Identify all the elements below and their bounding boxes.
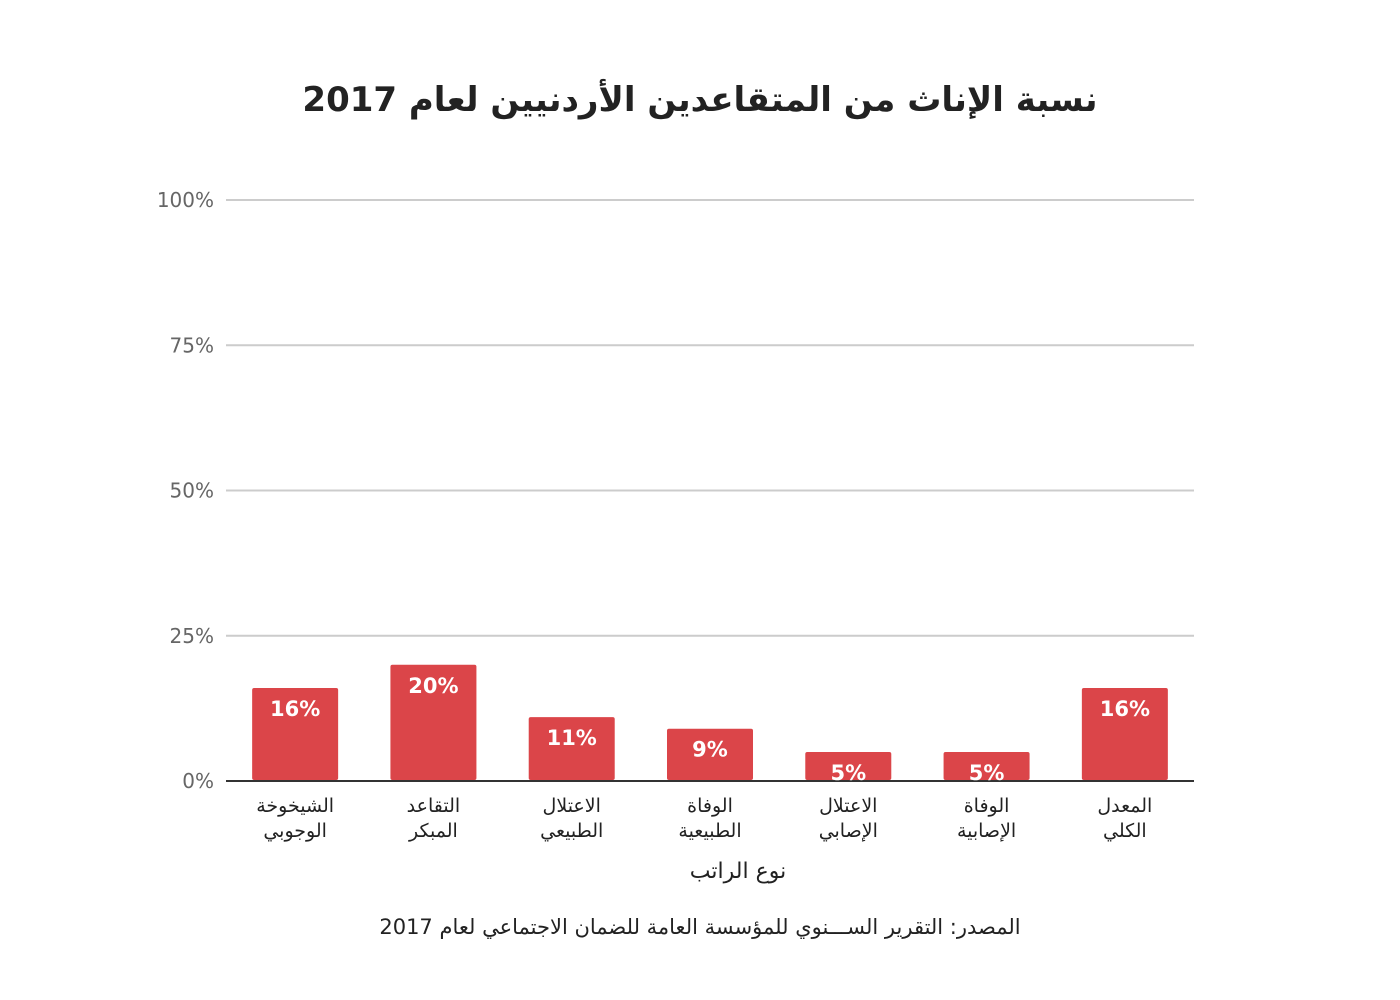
x-category-label: الاعتلال: [543, 795, 601, 817]
bar: [252, 688, 339, 780]
bar: [1081, 688, 1168, 780]
bar-data-label: 5%: [969, 761, 1005, 785]
bar-data-label: 11%: [547, 726, 597, 750]
x-category-label: الإصابي: [819, 820, 878, 842]
x-category-label: الشيخوخة: [256, 795, 334, 817]
y-tick-label: 25%: [170, 624, 214, 648]
x-category-label: الوفاة: [964, 795, 1010, 817]
x-category-label: التقاعد: [407, 795, 461, 817]
x-category-label: الوجوبي: [263, 820, 327, 842]
x-axis-title: نوع الراتب: [690, 859, 786, 884]
source-note: المصدر: التقرير الســـنوي للمؤسسة العامة…: [379, 915, 1021, 939]
bar-data-label: 16%: [1100, 697, 1150, 721]
bar: [943, 751, 1030, 780]
y-tick-label: 100%: [157, 188, 214, 212]
y-tick-label: 50%: [170, 479, 214, 503]
x-category-label: الطبيعية: [678, 820, 741, 842]
bar-data-label: 20%: [408, 674, 458, 698]
chart-title: نسبة الإناث من المتقاعدين الأردنيين لعام…: [302, 80, 1098, 120]
x-axis-labels: الشيخوخة الوجوبي التقاعد المبكر الاعتلال الطب…: [256, 795, 1152, 842]
gridlines: [226, 199, 1194, 782]
x-category-label: المعدل: [1097, 795, 1152, 817]
bar-data-label: 5%: [830, 761, 866, 785]
bar: [805, 751, 892, 780]
x-category-label: الكلي: [1103, 820, 1147, 842]
bar-data-label: 16%: [270, 697, 320, 721]
x-category-label: الاعتلال: [819, 795, 877, 817]
bar: [667, 728, 753, 780]
bar: [390, 664, 477, 780]
x-category-label: الوفاة: [687, 795, 733, 817]
x-category-label: الإصابية: [957, 820, 1016, 842]
y-axis-ticks: 0% 25% 50% 75% 100%: [157, 188, 214, 793]
bar-data-label: 9%: [692, 738, 728, 762]
bar: [528, 717, 615, 780]
y-tick-label: 0%: [182, 769, 214, 793]
x-category-label: الطبيعي: [540, 820, 603, 842]
y-tick-label: 75%: [170, 333, 214, 357]
bars: 16% 20% 11% 9% 5% 5% 16%: [252, 664, 1168, 785]
x-category-label: المبكر: [408, 820, 458, 842]
